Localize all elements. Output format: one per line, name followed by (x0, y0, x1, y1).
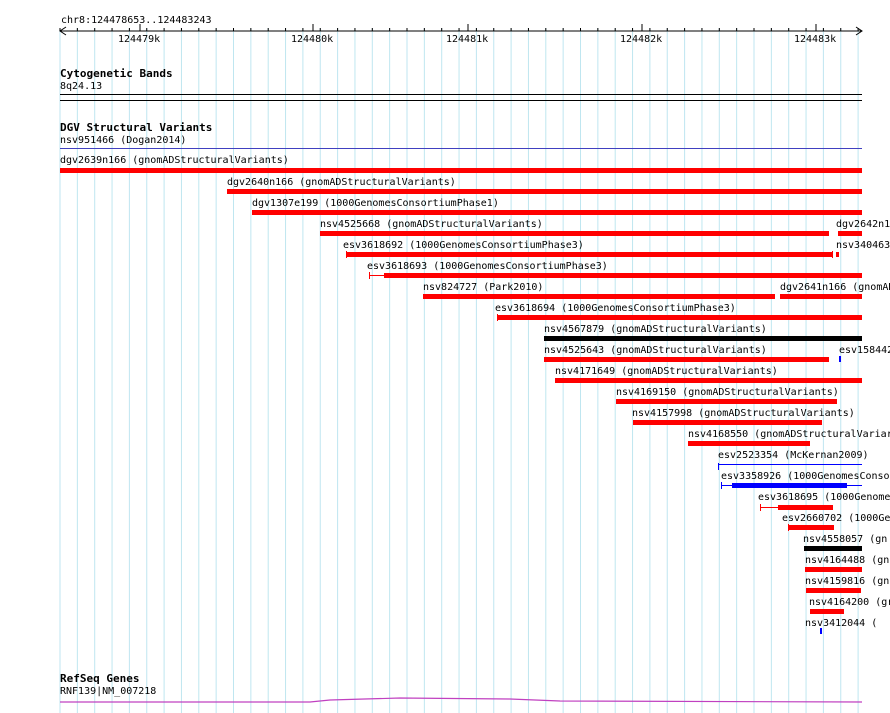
refseq-gene-label: RNF139|NM_007218 (60, 686, 157, 697)
dgv-feature-bar[interactable] (839, 356, 841, 362)
dgv-feature-label: nsv4171649 (gnomADStructuralVariants) (555, 366, 778, 377)
dgv-feature-bar[interactable] (555, 378, 862, 383)
dgv-feature-bar[interactable] (688, 441, 810, 446)
dgv-feature-pin (788, 524, 789, 531)
dgv-feature-label: nsv4164200 (gr (809, 597, 890, 608)
track-title-cytoband[interactable]: Cytogenetic Bands (60, 67, 173, 80)
ruler-tick-label: 124480k (291, 34, 334, 45)
dgv-feature-label: nsv4157998 (gnomADStructuralVariants) (632, 408, 855, 419)
gene-line (60, 697, 863, 703)
dgv-feature-bar[interactable] (497, 315, 862, 320)
dgv-feature-label: esv158442 (839, 345, 890, 356)
dgv-feature-pin (718, 463, 719, 470)
dgv-feature-pin (832, 251, 833, 258)
dgv-first-label: nsv951466 (Dogan2014) (60, 135, 187, 146)
dgv-feature-label: esv3358926 (1000GenomesConsor (721, 471, 890, 482)
dgv-feature-bar[interactable] (718, 464, 862, 465)
location-label: chr8:124478653..124483243 (61, 15, 212, 26)
dgv-feature-bar[interactable] (616, 399, 837, 404)
dgv-feature-label: dgv2642n1 (836, 219, 890, 230)
dgv-feature-bar[interactable] (804, 546, 862, 551)
dgv-feature-label: nsv4525643 (gnomADStructuralVariants) (544, 345, 767, 356)
dgv-feature-pin (497, 314, 498, 321)
track-title-dgv[interactable]: DGV Structural Variants (60, 121, 213, 134)
ruler-tick-label: 124479k (118, 34, 161, 45)
dgv-feature-label: esv3618695 (1000Genome (758, 492, 890, 503)
ruler-tick-label: 124482k (620, 34, 663, 45)
dgv-feature-label: nsv4567879 (gnomADStructuralVariants) (544, 324, 767, 335)
dgv-feature-bar[interactable] (544, 336, 862, 341)
cytoband-band-top (60, 94, 862, 95)
dgv-feature-label: esv3618693 (1000GenomesConsortiumPhase3) (367, 261, 608, 272)
cytoband-band-bottom (60, 100, 862, 101)
dgv-feature-label: dgv1307e199 (1000GenomesConsortiumPhase1… (252, 198, 499, 209)
dgv-feature-label: nsv4159816 (gn (805, 576, 890, 587)
cytoband-label: 8q24.13 (60, 81, 103, 92)
dgv-feature-label: nsv4164488 (gn (805, 555, 890, 566)
dgv-feature-label: esv3618692 (1000GenomesConsortiumPhase3) (343, 240, 584, 251)
dgv-feature-bar[interactable] (778, 505, 833, 510)
dgv-feature-label: esv2660702 (1000Ge (782, 513, 890, 524)
dgv-feature-bar[interactable] (346, 252, 832, 257)
ruler-tick-label: 124483k (794, 34, 837, 45)
dgv-feature-bar[interactable] (252, 210, 862, 215)
dgv-feature-label: nsv3412044 ( (805, 618, 878, 629)
dgv-feature-label: esv3618694 (1000GenomesConsortiumPhase3) (495, 303, 736, 314)
dgv-feature-label: dgv2641n166 (gnomAD (780, 282, 890, 293)
dgv-feature-label: dgv2640n166 (gnomADStructuralVariants) (227, 177, 456, 188)
dgv-feature-bar[interactable] (805, 567, 862, 572)
dgv-feature-bar[interactable] (810, 609, 844, 614)
dgv-feature-label: nsv4168550 (gnomADStructuralVariar (688, 429, 890, 440)
dgv-feature-line[interactable] (60, 148, 862, 149)
dgv-feature-label: nsv824727 (Park2010) (423, 282, 544, 293)
dgv-feature-bar[interactable] (320, 231, 829, 236)
dgv-feature-bar[interactable] (384, 273, 862, 278)
dgv-feature-bar[interactable] (227, 189, 862, 194)
dgv-feature-bar[interactable] (838, 231, 862, 236)
dgv-feature-pin (346, 251, 347, 258)
dgv-feature-connector (760, 507, 778, 508)
dgv-feature-bar[interactable] (820, 628, 822, 634)
dgv-feature-bar[interactable] (60, 168, 862, 173)
dgv-feature-pin (369, 272, 370, 279)
dgv-feature-bar[interactable] (423, 294, 775, 299)
dgv-feature-bar[interactable] (544, 357, 829, 362)
dgv-feature-connector (369, 275, 384, 276)
dgv-feature-bar[interactable] (780, 294, 862, 299)
dgv-feature-label: nsv4169150 (gnomADStructuralVariants) (616, 387, 839, 398)
dgv-feature-pin (760, 504, 761, 511)
dgv-feature-label: nsv4558057 (gn (803, 534, 888, 545)
dgv-feature-bar[interactable] (806, 588, 861, 593)
dgv-feature-label: nsv4525668 (gnomADStructuralVariants) (320, 219, 543, 230)
ruler-tick-label: 124481k (446, 34, 489, 45)
dgv-feature-bar[interactable] (732, 483, 847, 488)
dgv-feature-pin (721, 482, 722, 489)
dgv-feature-bar[interactable] (633, 420, 822, 425)
dgv-feature-label: dgv2639n166 (gnomADStructuralVariants) (60, 155, 289, 166)
dgv-feature-label: nsv340463 (836, 240, 890, 251)
dgv-feature-bar[interactable] (788, 525, 834, 530)
refseq-gene-track[interactable] (0, 690, 890, 710)
track-title-refseq[interactable]: RefSeq Genes (60, 672, 140, 685)
dgv-feature-label: esv2523354 (McKernan2009) (718, 450, 869, 461)
dgv-feature-bar[interactable] (836, 252, 839, 257)
